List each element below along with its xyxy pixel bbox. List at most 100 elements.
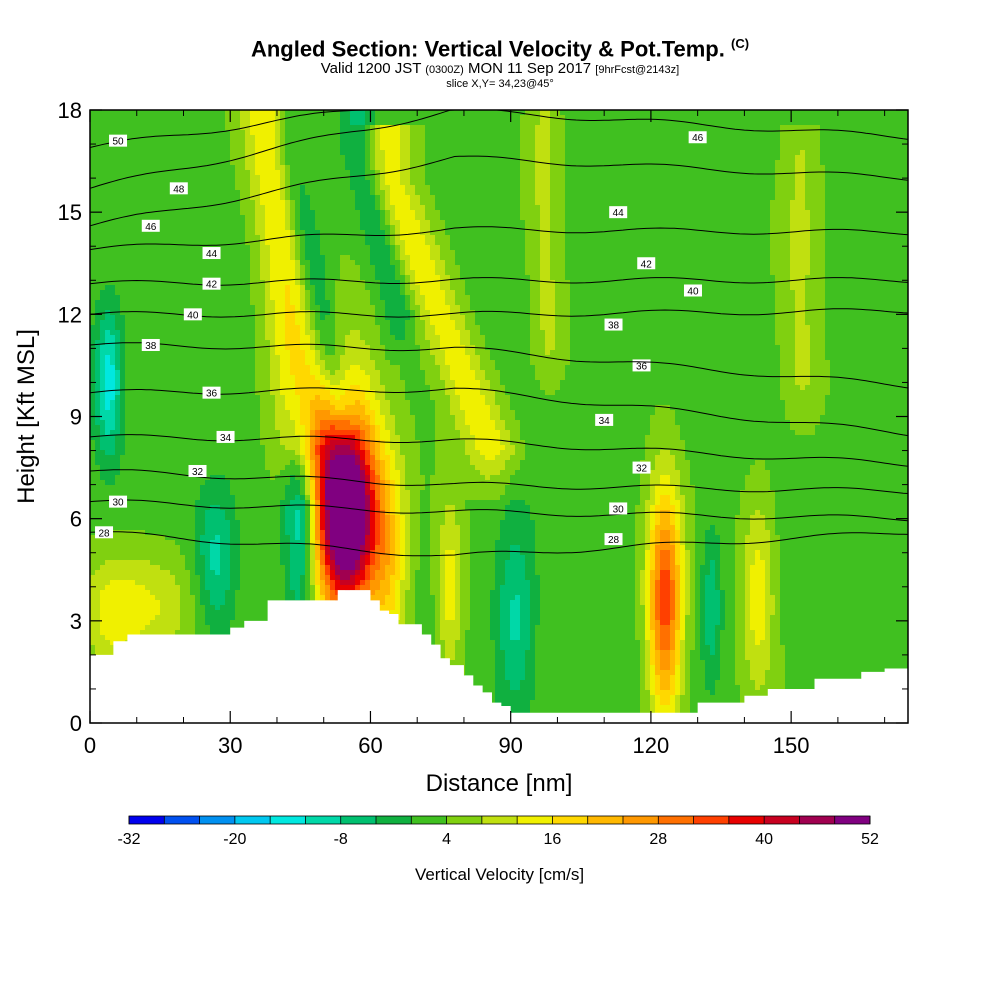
velocity-cell [195, 410, 201, 416]
velocity-cell [150, 480, 156, 486]
velocity-cell [125, 315, 131, 321]
velocity-cell [130, 580, 136, 586]
velocity-cell [165, 355, 171, 361]
velocity-cell [280, 245, 286, 251]
velocity-cell [170, 120, 176, 126]
velocity-cell [250, 425, 256, 431]
velocity-cell [145, 510, 151, 516]
velocity-cell [200, 155, 206, 161]
velocity-cell [160, 475, 166, 481]
velocity-cell [130, 175, 136, 181]
velocity-cell [145, 330, 151, 336]
velocity-cell [250, 225, 256, 231]
velocity-cell [220, 410, 226, 416]
velocity-cell [215, 210, 221, 216]
velocity-cell [120, 160, 126, 166]
velocity-cell [220, 545, 226, 551]
velocity-cell [225, 545, 231, 551]
velocity-cell [235, 620, 241, 626]
velocity-cell [120, 195, 126, 201]
velocity-cell [210, 595, 216, 601]
velocity-cell [250, 365, 256, 371]
velocity-cell [145, 465, 151, 471]
velocity-cell [120, 385, 126, 391]
velocity-cell [200, 235, 206, 241]
velocity-cell [230, 375, 236, 381]
velocity-cell [230, 390, 236, 396]
velocity-cell [90, 455, 96, 461]
velocity-cell [290, 365, 296, 371]
velocity-cell [275, 400, 281, 406]
velocity-cell [240, 570, 246, 576]
velocity-cell [210, 520, 216, 526]
velocity-cell [150, 230, 156, 236]
velocity-cell [155, 370, 161, 376]
velocity-cell [245, 600, 251, 606]
velocity-cell [150, 350, 156, 356]
velocity-cell [190, 115, 196, 121]
velocity-cell [245, 465, 251, 471]
velocity-cell [245, 495, 251, 501]
velocity-cell [205, 160, 211, 166]
velocity-cell [275, 245, 281, 251]
velocity-cell [255, 250, 261, 256]
velocity-cell [195, 340, 201, 346]
velocity-cell [265, 155, 271, 161]
velocity-cell [115, 210, 121, 216]
velocity-cell [165, 545, 171, 551]
velocity-cell [95, 205, 101, 211]
velocity-cell [220, 245, 226, 251]
velocity-cell [255, 525, 261, 531]
velocity-cell [135, 460, 141, 466]
velocity-cell [145, 460, 151, 466]
velocity-cell [125, 500, 131, 506]
velocity-cell [255, 290, 261, 296]
velocity-cell [135, 480, 141, 486]
velocity-cell [275, 360, 281, 366]
velocity-cell [105, 305, 111, 311]
velocity-cell [145, 440, 151, 446]
velocity-cell [130, 575, 136, 581]
velocity-cell [180, 120, 186, 126]
velocity-cell [130, 195, 136, 201]
velocity-cell [140, 240, 146, 246]
velocity-cell [195, 385, 201, 391]
velocity-cell [280, 360, 286, 366]
velocity-cell [160, 410, 166, 416]
velocity-cell [145, 575, 151, 581]
velocity-cell [240, 185, 246, 191]
velocity-cell [145, 305, 151, 311]
velocity-cell [95, 465, 101, 471]
velocity-cell [205, 270, 211, 276]
velocity-cell [265, 515, 271, 521]
velocity-cell [165, 420, 171, 426]
velocity-cell [215, 610, 221, 616]
velocity-cell [130, 115, 136, 121]
velocity-cell [185, 130, 191, 136]
velocity-cell [150, 215, 156, 221]
velocity-cell [235, 580, 241, 586]
velocity-cell [125, 535, 131, 541]
velocity-cell [145, 245, 151, 251]
velocity-cell [195, 185, 201, 191]
velocity-cell [165, 140, 171, 146]
velocity-cell [260, 565, 266, 571]
velocity-cell [150, 475, 156, 481]
velocity-cell [125, 395, 131, 401]
velocity-cell [270, 210, 276, 216]
velocity-cell [190, 230, 196, 236]
velocity-cell [200, 570, 206, 576]
velocity-cell [180, 320, 186, 326]
velocity-cell [215, 455, 221, 461]
velocity-cell [125, 255, 131, 261]
velocity-cell [110, 280, 116, 286]
velocity-cell [210, 470, 216, 476]
velocity-cell [220, 220, 226, 226]
velocity-cell [200, 415, 206, 421]
velocity-cell [240, 410, 246, 416]
velocity-cell [140, 515, 146, 521]
velocity-cell [230, 270, 236, 276]
velocity-cell [110, 325, 116, 331]
velocity-cell [165, 265, 171, 271]
velocity-cell [155, 110, 161, 116]
